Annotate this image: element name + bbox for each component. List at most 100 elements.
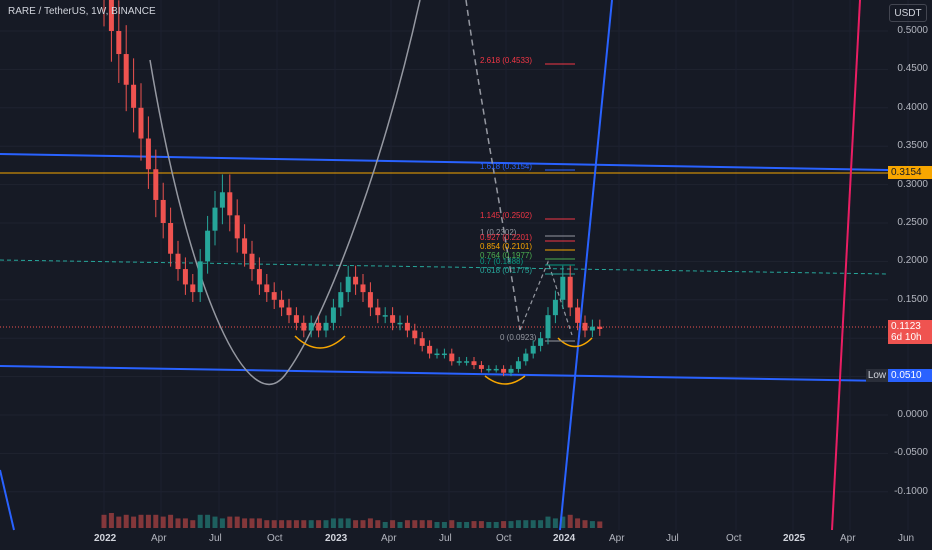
candle-body: [190, 284, 196, 293]
candle-body: [597, 326, 603, 329]
candle-body: [330, 307, 336, 323]
volume-bar: [404, 520, 410, 528]
candle-body: [123, 54, 129, 85]
candle-body: [138, 107, 144, 139]
volume-bar: [412, 520, 418, 528]
price-axis-label: 0.4500: [897, 63, 928, 75]
time-axis-label: Apr: [840, 533, 856, 544]
level-price-tag: 0.3154: [888, 166, 932, 179]
candle-body: [523, 353, 529, 362]
time-axis-label: Oct: [267, 533, 283, 544]
candle-body: [175, 253, 181, 270]
time-axis-label: Apr: [609, 533, 625, 544]
volume-bar: [382, 522, 388, 528]
candle-body: [293, 315, 299, 323]
candle-body: [182, 269, 188, 285]
volume-bar: [552, 518, 558, 528]
candle-body: [131, 84, 137, 108]
candle-body: [582, 322, 588, 331]
volume-bar: [375, 520, 381, 528]
volume-bar: [279, 520, 285, 528]
volume-bar: [530, 520, 536, 528]
candle-body: [264, 284, 270, 293]
volume-bar: [456, 522, 462, 528]
candle-body: [375, 307, 381, 316]
volume-bar: [597, 521, 603, 528]
price-axis-label: 0.2500: [897, 217, 928, 228]
candle-body: [160, 199, 166, 223]
volume-bar: [160, 516, 166, 528]
time-axis-label: Oct: [496, 533, 512, 544]
volume-bar: [182, 518, 188, 528]
volume-bar: [397, 522, 403, 528]
volume-bar: [486, 522, 492, 528]
candle-body: [404, 322, 410, 331]
volume-bar: [545, 516, 551, 528]
volume-bar: [560, 516, 566, 528]
candle-body: [168, 223, 174, 254]
candle-body: [560, 276, 566, 300]
volume-bar: [256, 518, 262, 528]
volume-bar: [538, 520, 544, 528]
candle-body: [249, 253, 255, 270]
dashed-level-line: [0, 259, 889, 275]
candle-body: [367, 292, 373, 308]
candle-body: [397, 322, 403, 325]
candle-body: [316, 322, 322, 331]
volume-bar: [434, 522, 440, 528]
candle-body: [197, 261, 203, 293]
volume-bar: [493, 522, 499, 528]
candle-body: [464, 361, 470, 363]
fib-level-label: 1 (0.2302): [480, 228, 517, 237]
volume-bar: [367, 518, 373, 528]
candle-body: [308, 322, 314, 331]
volume-bar: [131, 516, 137, 528]
volume-bar: [478, 521, 484, 528]
volume-bar: [234, 516, 240, 528]
volume-bar: [345, 518, 351, 528]
time-axis-label: Jul: [209, 533, 222, 544]
candle-body: [545, 315, 551, 339]
volume-bar: [145, 514, 151, 528]
candle-body: [116, 31, 122, 55]
candle-body: [493, 368, 499, 371]
candle-body: [589, 326, 595, 331]
price-axis-label: 0.0000: [897, 409, 928, 420]
price-axis-label: 0.3000: [897, 178, 928, 190]
price-axis-label: -0.0500: [894, 447, 928, 459]
volume-bar: [138, 514, 144, 528]
volume-bar: [242, 518, 248, 528]
candle-body: [552, 299, 558, 316]
volume-bar: [353, 520, 359, 528]
candle-body: [427, 345, 433, 354]
volume-bar: [175, 518, 181, 528]
volume-bar: [153, 514, 159, 528]
time-axis-label: 2025: [783, 533, 806, 544]
projection-curve-2: [519, 260, 573, 336]
candle-body: [360, 284, 366, 293]
volume-bar: [427, 520, 433, 528]
volume-bar: [582, 520, 588, 528]
currency-unit-button[interactable]: USDT: [889, 4, 927, 22]
candle-body: [338, 292, 344, 308]
volume-bar: [101, 514, 107, 528]
cup-arc-3: [557, 337, 593, 348]
time-axis-label: Oct: [726, 533, 742, 544]
volume-bar: [249, 518, 255, 528]
candle-body: [212, 207, 218, 231]
fib-level-label: 0.764 (0.1977): [480, 251, 533, 260]
candle-body: [271, 292, 277, 300]
fib-level-label: 0.7 (0.1888): [480, 257, 524, 266]
volume-bar: [108, 513, 114, 528]
volume-bar: [515, 520, 521, 528]
candle-body: [205, 230, 211, 262]
volume-bar: [219, 518, 225, 528]
volume-bar: [116, 516, 122, 528]
candle-body: [441, 353, 447, 356]
left-trend-line: [0, 469, 15, 531]
candle-body: [478, 365, 484, 369]
candle-body: [227, 192, 233, 216]
fib-level-label: 0.618 (0.1775): [480, 266, 533, 275]
volume-bar: [419, 520, 425, 528]
